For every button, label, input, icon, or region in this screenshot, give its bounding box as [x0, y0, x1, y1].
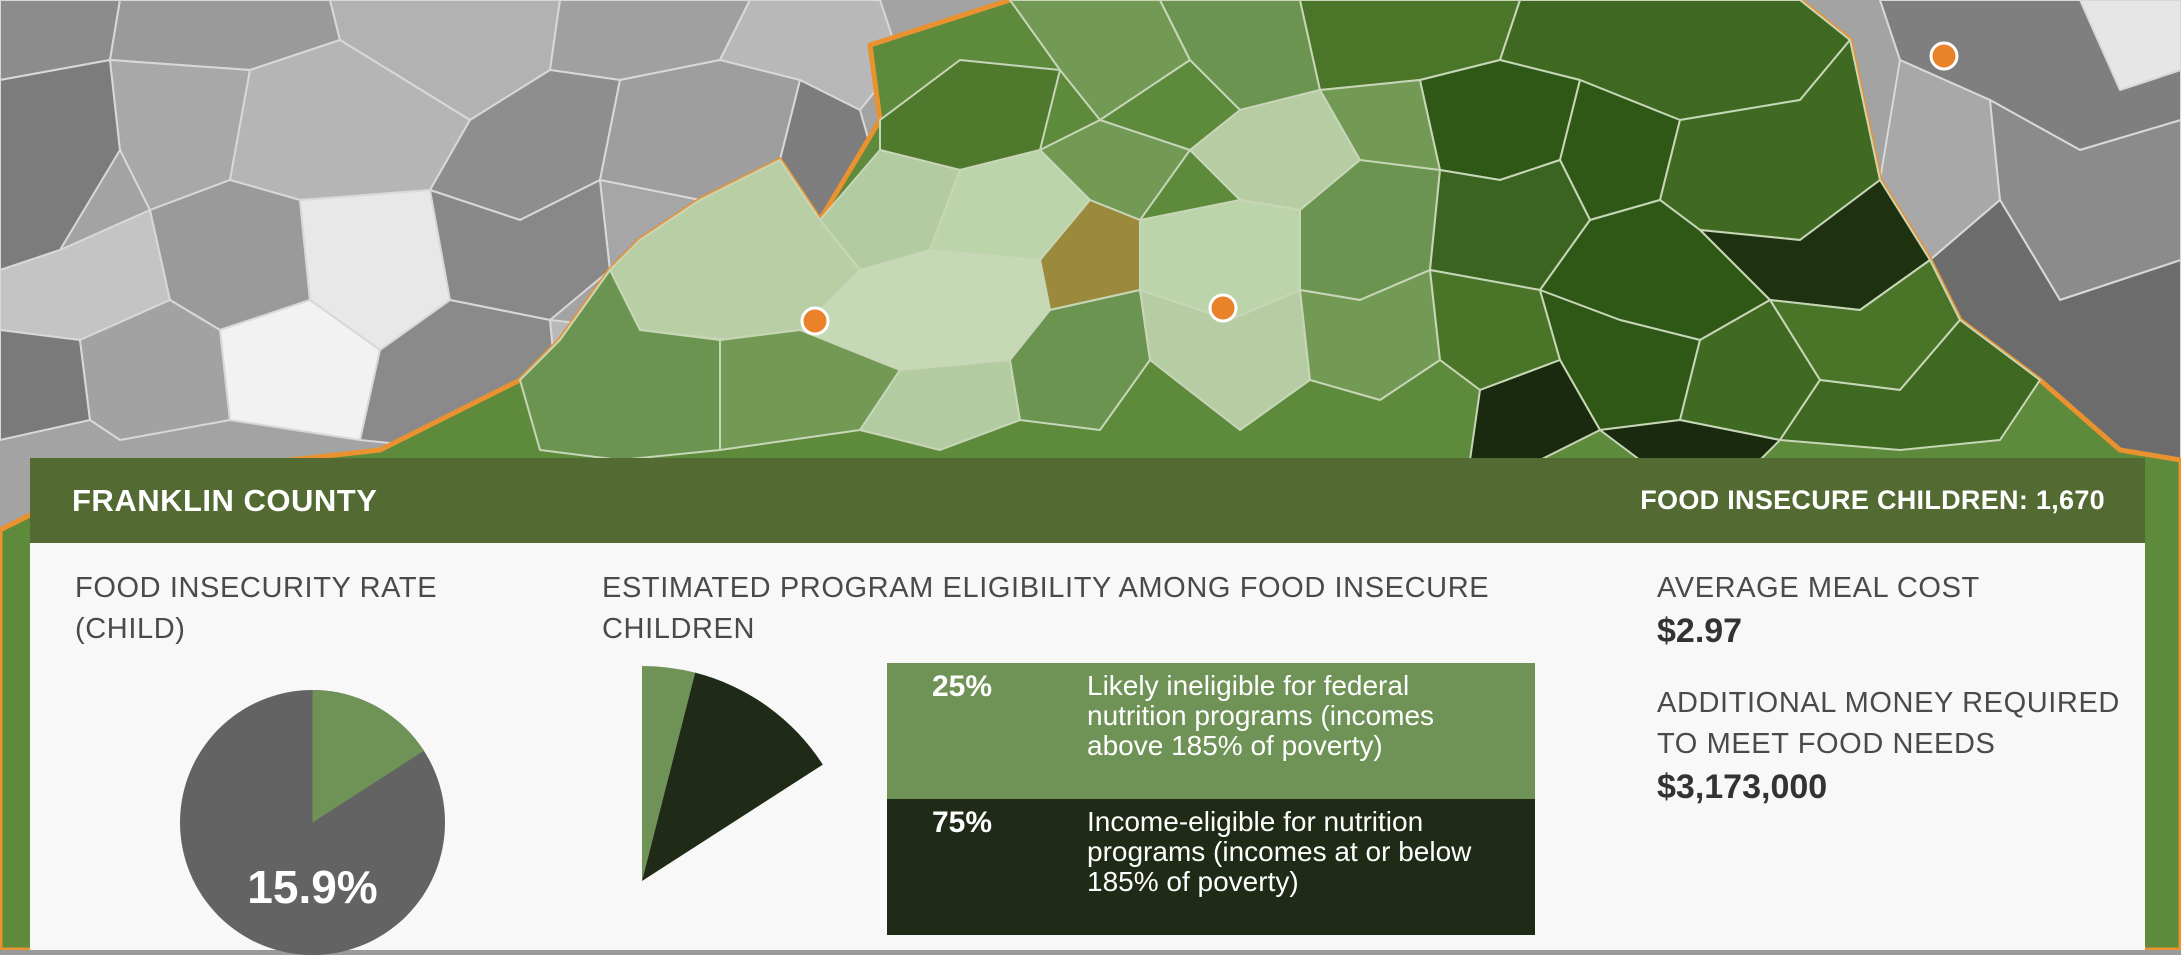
- food-insecurity-rate-section: FOOD INSECURITY RATE (CHILD) 15.9%: [75, 568, 515, 955]
- additional-money-label: ADDITIONAL MONEY REQUIRED TO MEET FOOD N…: [1657, 687, 2120, 760]
- rate-pie-svg: [180, 690, 445, 955]
- legend-row-ineligible: 25% Likely ineligible for federal nutrit…: [887, 663, 1535, 799]
- food-insecure-children-count: FOOD INSECURE CHILDREN: 1,670: [1640, 485, 2105, 515]
- legend-pct-eligible: 75%: [932, 806, 993, 839]
- panel-header: FRANKLIN COUNTY FOOD INSECURE CHILDREN: …: [30, 458, 2145, 543]
- pie-data-label: 15.9%: [247, 861, 378, 913]
- county-name: FRANKLIN COUNTY: [72, 482, 378, 518]
- legend-text-eligible: Income-eligible for nutrition programs (…: [1087, 806, 1472, 897]
- legend-row-eligible: 75% Income-eligible for nutrition progra…: [887, 799, 1535, 935]
- legend-text-ineligible: Likely ineligible for federal nutrition …: [1087, 670, 1435, 761]
- additional-money-value: $3,173,000: [1657, 768, 1828, 806]
- pie-slice-eligible: [642, 672, 823, 881]
- eligibility-legend: 25% Likely ineligible for federal nutrit…: [887, 663, 1535, 935]
- food-insecurity-rate-label: FOOD INSECURITY RATE (CHILD): [75, 572, 438, 645]
- program-eligibility-label: ESTIMATED PROGRAM ELIGIBILITY AMONG FOOD…: [602, 572, 1490, 645]
- pie-slice-ineligible: [642, 666, 696, 881]
- eligibility-pie: [632, 656, 832, 926]
- pie-slice-food-insecure: [312, 690, 424, 823]
- average-meal-cost-label: AVERAGE MEAL COST: [1657, 572, 1980, 604]
- eligibility-pie-svg: [642, 666, 823, 881]
- legend-pct-ineligible: 25%: [932, 670, 993, 703]
- county-info-panel: FRANKLIN COUNTY FOOD INSECURE CHILDREN: …: [30, 458, 2145, 955]
- meal-cost-section: AVERAGE MEAL COST $2.97 ADDITIONAL MONEY…: [1657, 568, 2127, 809]
- food-insecurity-rate-pie: 15.9%: [180, 690, 445, 955]
- program-eligibility-section: ESTIMATED PROGRAM ELIGIBILITY AMONG FOOD…: [602, 568, 1592, 935]
- average-meal-cost-value: $2.97: [1657, 612, 1743, 650]
